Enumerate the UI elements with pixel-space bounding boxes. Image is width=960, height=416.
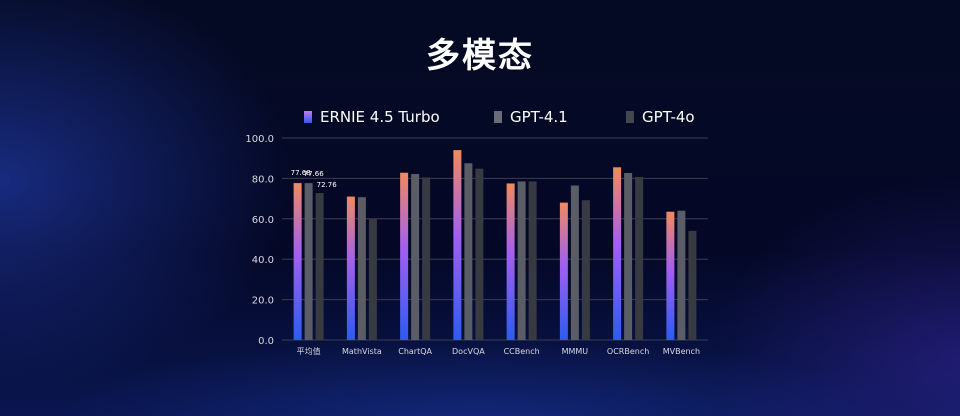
y-tick-label: 100.0 [245,134,274,145]
bar-gpt4o [635,176,644,340]
bar-ernie [559,202,568,340]
x-tick-label: ChartQA [398,347,432,356]
bar-ernie [613,167,622,340]
x-tick-label: CCBench [504,347,540,356]
x-tick-label: DocVQA [452,347,485,356]
bar-ernie [506,183,515,340]
data-label: 77.68 [291,169,311,177]
bar-gpt41 [464,163,473,340]
legend-item-gpt41: GPT-4.1 [494,108,568,126]
bars [293,150,697,340]
x-tick-label: 平均值 [297,346,321,356]
bar-gpt4o [422,177,431,340]
x-tick-label: MathVista [342,347,382,356]
grid-lines [282,137,708,341]
legend-label-gpt4o: GPT-4o [642,108,695,126]
legend-swatch-ernie [304,111,312,123]
y-axis-ticks: 0.0 20.0 40.0 60.0 80.0 100.0 [245,134,274,347]
bar-gpt41 [624,172,633,340]
bar-ernie [666,211,675,340]
page-title: 多模态 [426,36,534,76]
x-tick-label: MVBench [663,347,700,356]
bar-gpt41 [517,181,526,340]
bar-gpt4o [315,193,324,340]
bar-gpt4o [528,181,537,340]
bar-gpt41 [677,210,686,340]
y-tick-label: 40.0 [252,255,274,266]
bar-ernie [346,196,355,340]
bar-gpt4o [688,230,697,340]
data-label: 77.66 [304,170,325,178]
chart-legend: ERNIE 4.5 Turbo GPT-4.1 GPT-4o [0,108,960,134]
bar-ernie [293,183,302,340]
x-tick-label: MMMU [562,347,589,356]
bar-gpt4o [475,168,484,340]
bar-gpt41 [304,183,313,340]
bar-ernie [400,172,409,340]
legend-swatch-gpt4o [626,111,634,123]
y-tick-label: 60.0 [252,215,274,226]
x-tick-label: OCRBench [607,347,649,356]
legend-label-gpt41: GPT-4.1 [510,108,568,126]
bar-gpt41 [570,185,579,340]
data-label: 72.76 [317,181,338,189]
y-tick-label: 80.0 [252,174,274,185]
y-tick-label: 20.0 [252,296,274,307]
legend-label-ernie: ERNIE 4.5 Turbo [320,108,440,126]
x-axis-ticks: 平均值 MathVista ChartQA DocVQA CCBench MMMU OCRB… [297,346,700,356]
bar-gpt41 [357,197,366,340]
legend-item-ernie: ERNIE 4.5 Turbo [304,108,440,126]
y-tick-label: 0.0 [258,336,274,347]
bar-gpt4o [368,218,377,340]
bar-gpt41 [411,173,420,340]
bar-gpt4o [581,200,590,340]
bar-ernie [453,150,462,340]
legend-item-gpt4o: GPT-4o [626,108,695,126]
legend-swatch-gpt41 [494,111,502,123]
